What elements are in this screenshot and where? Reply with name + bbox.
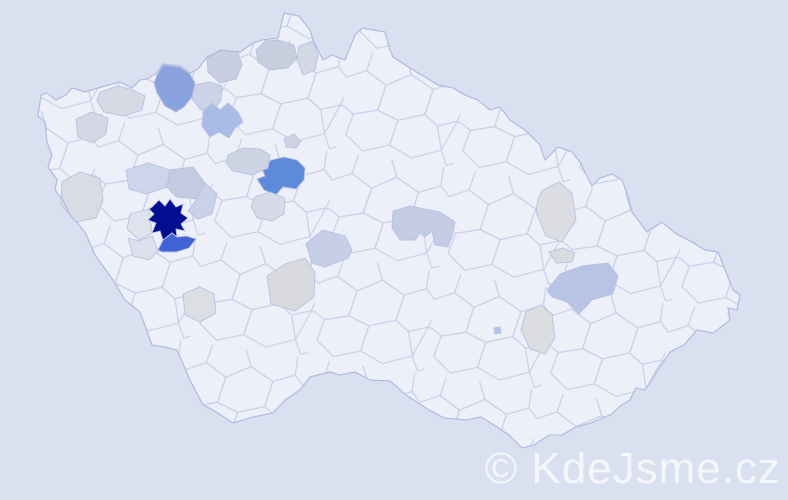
district-vlasim-blue-gray[interactable] xyxy=(305,229,353,268)
districts-layer xyxy=(60,39,619,355)
district-plzen-east[interactable] xyxy=(187,182,218,220)
district-plzen-city-navy[interactable] xyxy=(147,198,189,241)
district-kladno-gray[interactable] xyxy=(225,147,271,176)
district-zlin-gray[interactable] xyxy=(520,304,556,355)
district-jeseniky-gray[interactable] xyxy=(535,181,577,243)
country-outline xyxy=(37,12,741,449)
watermark: © KdeJsme.cz xyxy=(485,444,781,493)
district-rakovnik-star-blue[interactable] xyxy=(201,102,244,139)
district-valassko-periwinkle[interactable] xyxy=(546,262,619,315)
district-south-gray-2[interactable] xyxy=(266,257,316,312)
district-louny-periwinkle[interactable] xyxy=(191,81,223,111)
district-prestice-royal-blue[interactable] xyxy=(157,232,197,253)
district-central-blue-gray[interactable] xyxy=(391,205,456,248)
district-prague-small-gray[interactable] xyxy=(283,133,302,149)
district-nw-gray[interactable] xyxy=(96,85,146,117)
district-plzen-south-pale[interactable] xyxy=(127,235,159,261)
district-plzen-west[interactable] xyxy=(126,208,153,241)
district-south-gray-1[interactable] xyxy=(182,286,217,323)
district-benesov-gray[interactable] xyxy=(250,191,286,222)
district-west-gray-1[interactable] xyxy=(75,111,109,144)
district-prague-east-blue[interactable] xyxy=(256,156,306,196)
district-haná-small-gray[interactable] xyxy=(548,247,576,264)
district-tiny-blue-dot[interactable] xyxy=(493,326,502,335)
district-west-gray-2[interactable] xyxy=(60,171,104,223)
